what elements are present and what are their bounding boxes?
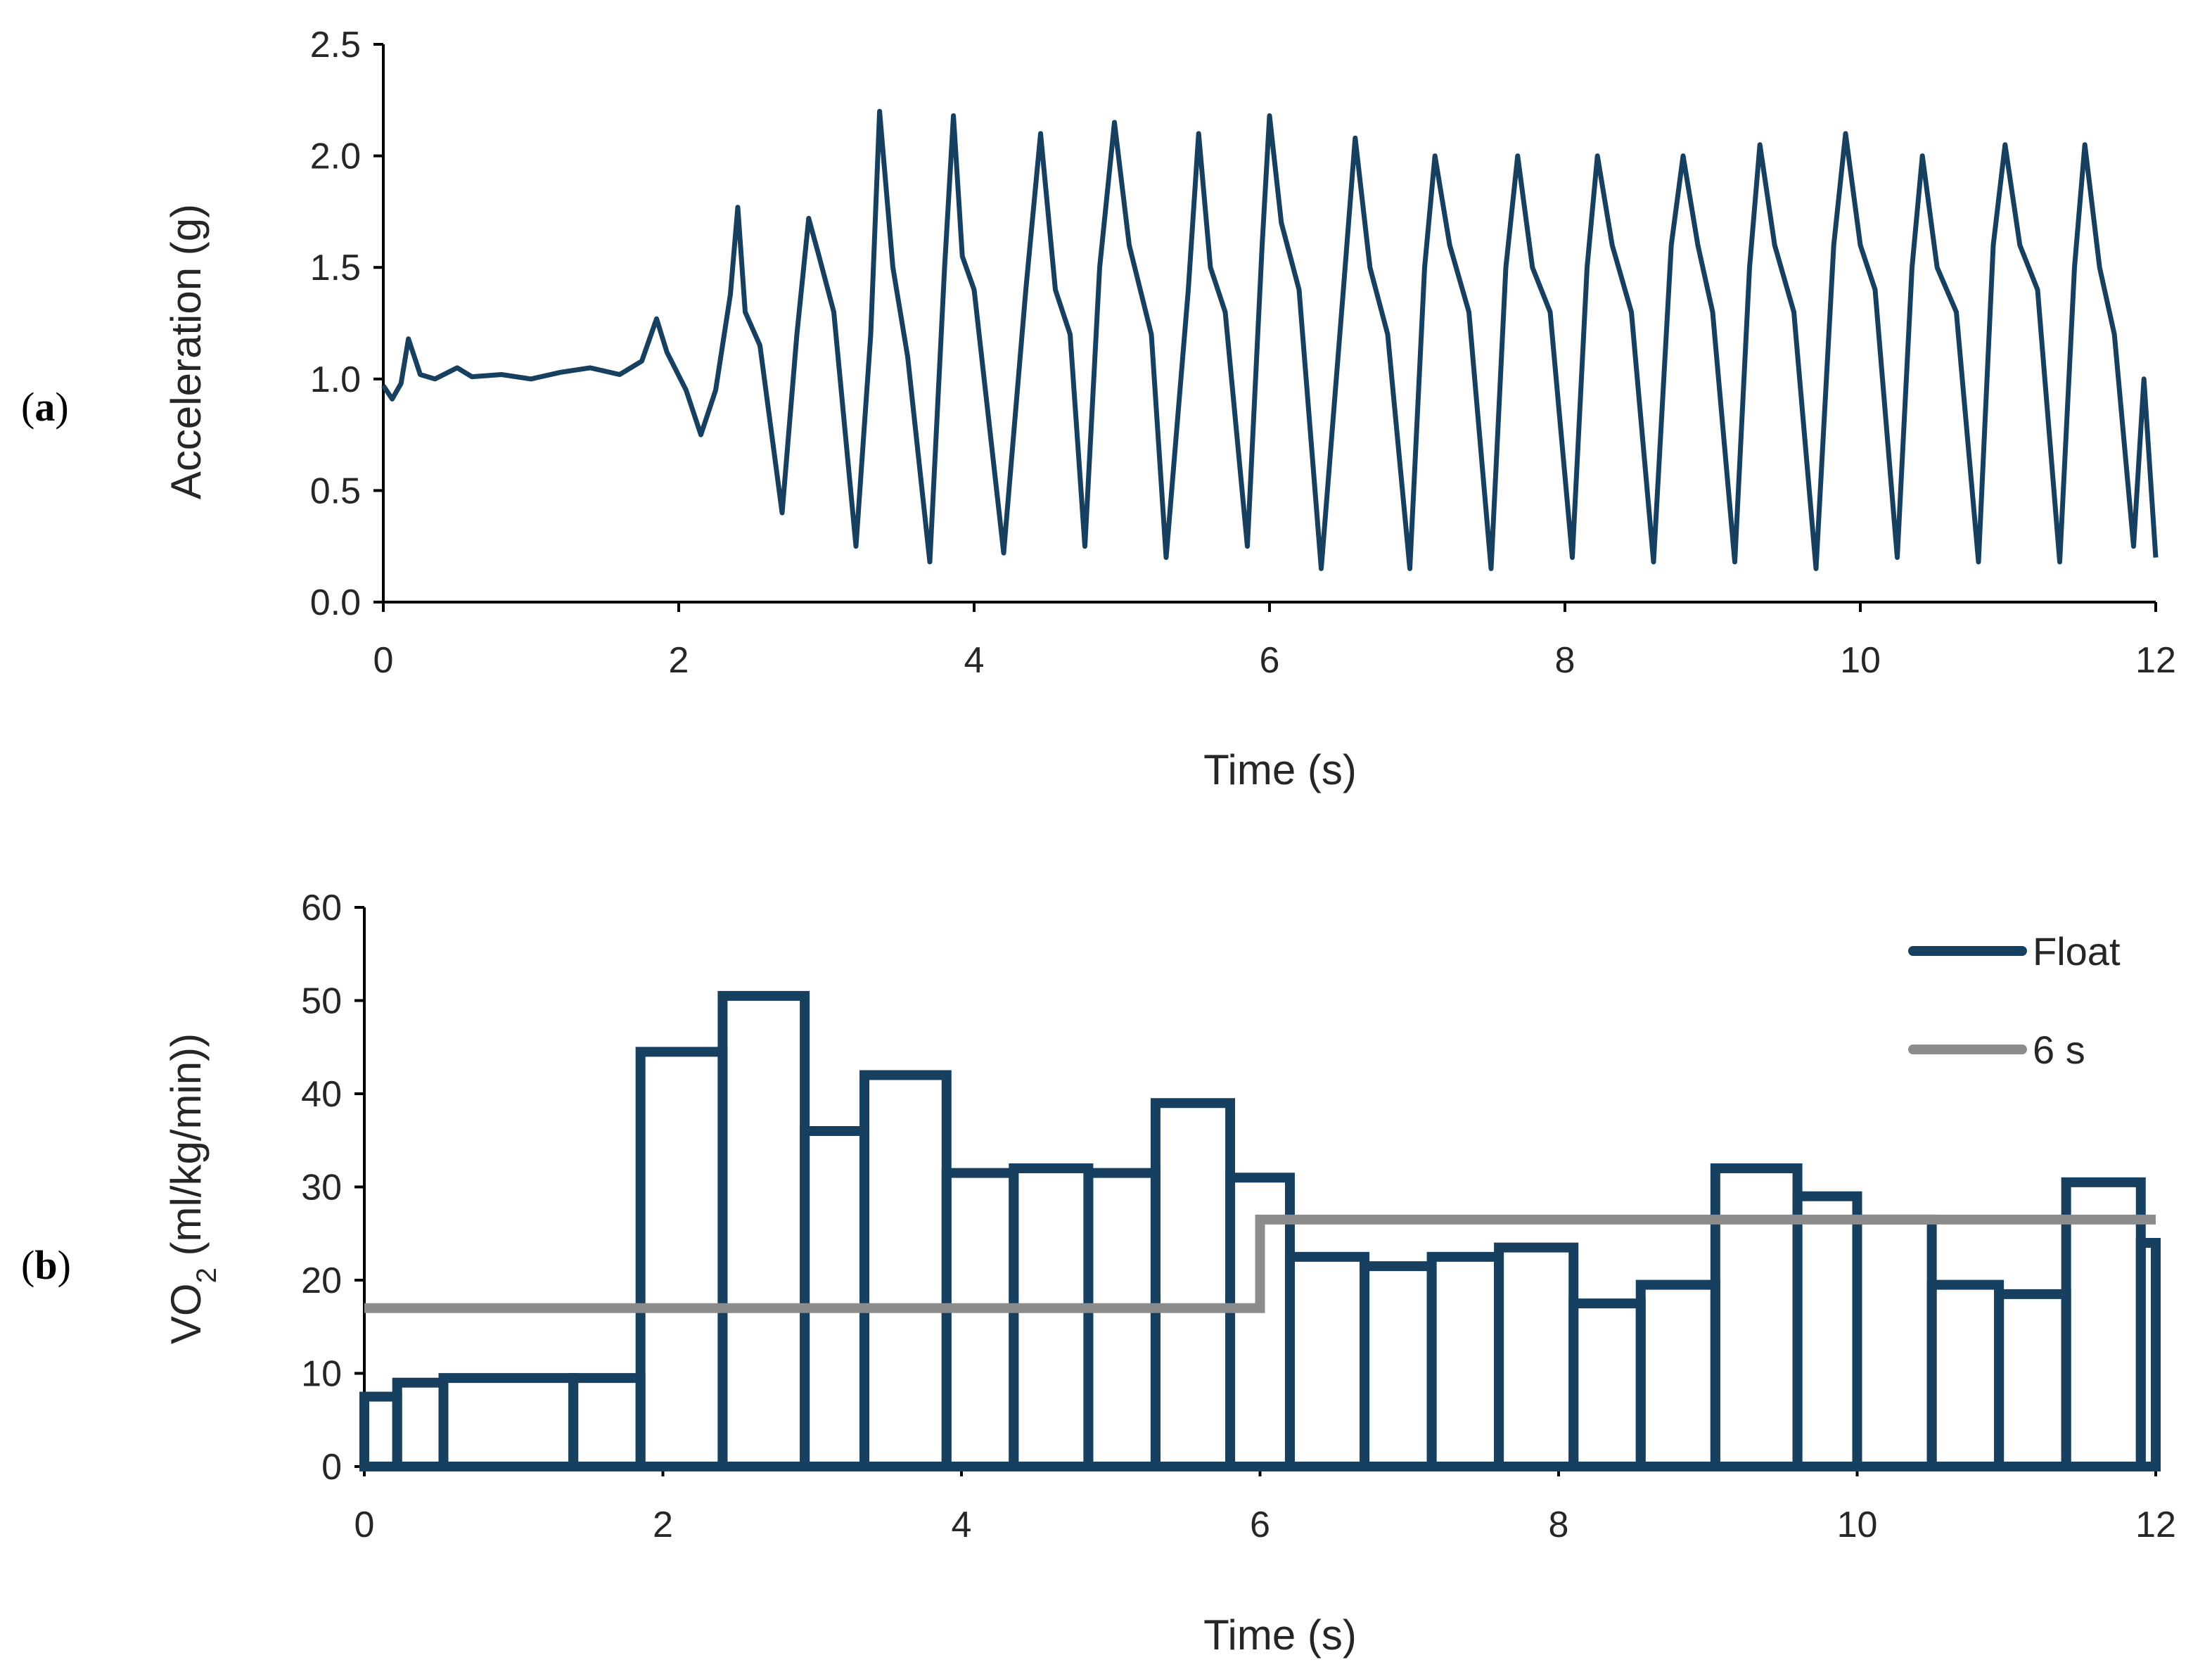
y-tick-label: 1.5 <box>310 248 361 288</box>
acceleration-line <box>381 108 2159 571</box>
x-tick-label: 6 <box>1250 1505 1270 1545</box>
float-bar <box>859 1070 952 1471</box>
panel-a-letter: a <box>34 384 55 430</box>
y-tick-label: 20 <box>301 1260 342 1301</box>
float-bar <box>1568 1298 1646 1471</box>
float-bar <box>2135 1238 2161 1471</box>
float-bar <box>568 1373 646 1471</box>
y-tick-label: 40 <box>301 1074 342 1115</box>
float-bar <box>1494 1242 1579 1471</box>
panel-a-label: (a) <box>21 384 69 430</box>
panel-a-x-axis-title: Time (s) <box>1203 746 1357 793</box>
float-bar <box>1150 1098 1236 1471</box>
float-bar <box>1360 1261 1437 1471</box>
panel-b-x-axis-title: Time (s) <box>1203 1611 1357 1659</box>
x-tick-label: 0 <box>354 1505 375 1545</box>
panel-b-y-title-rest: (ml/kg/min)) <box>162 1033 210 1267</box>
float-bar <box>392 1377 449 1471</box>
y-tick-label: 2.0 <box>310 136 361 177</box>
float-bar <box>1852 1214 1937 1471</box>
float-bar <box>1994 1289 2071 1471</box>
x-tick-label: 10 <box>1837 1505 1878 1545</box>
panel-a-y-axis-title: Acceleration (g) <box>162 204 210 499</box>
panel-b-y-title-main: VO <box>162 1283 210 1344</box>
float-bar <box>1926 1279 2005 1471</box>
six-second-line <box>364 1214 2156 1313</box>
float-bar <box>1792 1191 1862 1471</box>
x-tick-label: 12 <box>2135 1505 2176 1545</box>
y-tick-label: 0.0 <box>310 582 361 623</box>
panel-b-legend: Float 6 s <box>1908 929 2121 1072</box>
x-tick-label: 4 <box>964 640 985 681</box>
x-tick-label: 10 <box>1840 640 1881 681</box>
y-tick-label: 0.5 <box>310 471 361 511</box>
float-bar <box>800 1126 870 1471</box>
legend-6s-label: 6 s <box>2033 1028 2085 1072</box>
panel-b-y-axis-title: VO2 (ml/kg/min)) <box>162 1033 222 1344</box>
legend-float-label: Float <box>2033 929 2121 973</box>
x-tick-label: 2 <box>669 640 689 681</box>
panel-a-ticks: 0.0 0.5 1.0 1.5 2.0 2.5 0 2 4 6 8 10 12 <box>310 25 2176 681</box>
float-bar <box>1083 1168 1161 1471</box>
x-tick-label: 6 <box>1260 640 1280 681</box>
float-bar <box>1710 1163 1803 1471</box>
panel-b-label: (b) <box>21 1242 71 1288</box>
panel-b-series <box>359 990 2161 1471</box>
float-bar <box>1426 1251 1504 1471</box>
y-tick-label: 10 <box>301 1354 342 1395</box>
y-tick-label: 30 <box>301 1168 342 1208</box>
x-tick-label: 8 <box>1549 1505 1569 1545</box>
y-tick-label: 60 <box>301 888 342 928</box>
float-bar <box>438 1373 579 1471</box>
float-bar <box>941 1168 1019 1471</box>
float-bar <box>1284 1251 1370 1471</box>
y-tick-label: 1.0 <box>310 359 361 400</box>
panel-b-vo2-chart: (b) VO2 (ml/kg/min)) Time (s) 0102030405… <box>21 888 2176 1659</box>
panel-b-ticks: 0 10 20 30 40 50 60 0 2 4 6 8 10 12 <box>301 888 2176 1545</box>
x-tick-label: 8 <box>1555 640 1575 681</box>
float-bar <box>1635 1279 1720 1471</box>
float-bar <box>635 1047 728 1471</box>
y-tick-label: 0 <box>321 1447 342 1488</box>
panel-a-series <box>381 108 2159 571</box>
y-tick-label: 2.5 <box>310 25 361 65</box>
panel-b-y-title-sub: 2 <box>191 1267 222 1283</box>
y-tick-label: 50 <box>301 981 342 1022</box>
x-tick-label: 0 <box>373 640 394 681</box>
float-bar <box>2061 1177 2146 1471</box>
x-tick-label: 12 <box>2135 640 2176 681</box>
x-tick-label: 4 <box>952 1505 972 1545</box>
panel-a-acceleration-chart: (a) Acceleration (g) Time (s) 0.0 0.5 1.0 1… <box>21 25 2176 793</box>
panel-b-letter: b <box>34 1242 57 1288</box>
x-tick-label: 2 <box>653 1505 673 1545</box>
float-bar <box>1009 1163 1094 1471</box>
float-bar <box>717 990 810 1471</box>
float-bar <box>359 1391 402 1471</box>
